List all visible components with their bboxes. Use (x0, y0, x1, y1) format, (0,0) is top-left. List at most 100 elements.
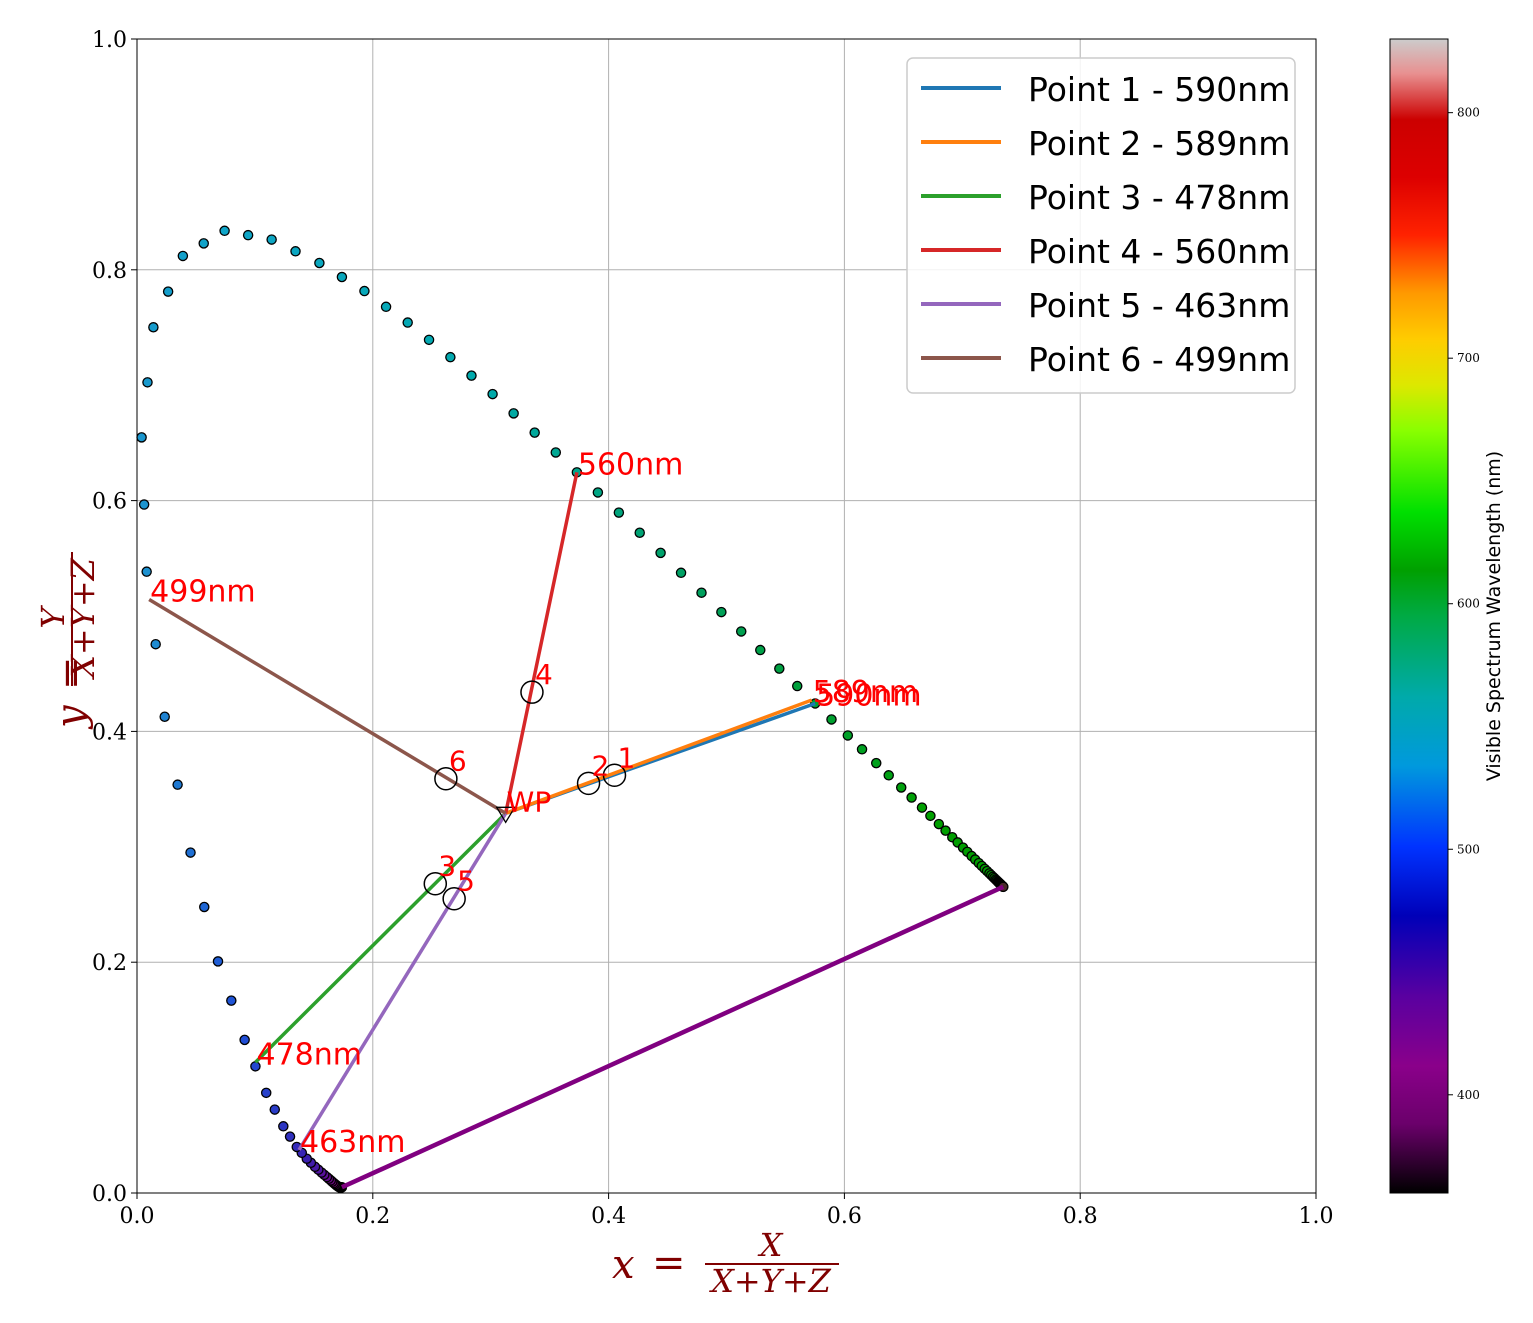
legend-label-4: Point 4 - 560nm (1028, 232, 1290, 271)
purple-line (340, 884, 1005, 1190)
locus-point (423, 334, 435, 346)
x-tick-label: 0.0 (120, 1204, 155, 1229)
y-label-den: X+Y+Z (64, 557, 102, 681)
locus-point (445, 351, 456, 363)
locus-point (212, 956, 224, 967)
locus-point (242, 229, 254, 241)
point-marker-2 (576, 771, 601, 796)
x-tick-label: 0.4 (591, 1204, 626, 1229)
locus-point (592, 487, 604, 498)
y-label-var: y (48, 704, 94, 730)
locus-point (142, 377, 153, 388)
point-marker-5 (442, 886, 466, 911)
point-label-4: 4 (535, 658, 553, 691)
endpoint-label-6: 499nm (150, 574, 256, 609)
colorbar-gradient (1389, 38, 1449, 1194)
locus-point (162, 286, 174, 297)
locus-point (933, 818, 945, 830)
locus-point (402, 317, 413, 328)
x-tick-label: 0.8 (1063, 1204, 1098, 1229)
y-tick-label: 0.8 (92, 259, 127, 284)
colorbar-label: Visible Spectrum Wavelength (nm) (1483, 451, 1505, 781)
legend-label-2: Point 2 - 589nm (1028, 124, 1290, 163)
x-label-eq: = (652, 1240, 686, 1286)
x-axis-label: x = X X+Y+Z (612, 1226, 839, 1300)
x-label-den: X+Y+Z (708, 1262, 832, 1300)
locus-point (613, 507, 625, 518)
locus-point (716, 606, 727, 618)
locus-point (634, 527, 645, 538)
locus-point (925, 810, 936, 822)
legend-box (906, 57, 1296, 394)
locus-point (466, 370, 477, 381)
y-label-num: Y (34, 605, 72, 629)
locus-point (774, 663, 785, 674)
y-tick-label: 0.2 (92, 951, 127, 976)
locus-point (290, 246, 301, 257)
colorbar-tick-label: 700 (1457, 351, 1480, 365)
locus-point (185, 847, 196, 858)
locus-point (148, 322, 159, 333)
locus-point (239, 1034, 250, 1046)
locus-point (278, 1121, 289, 1132)
legend: Point 1 - 590nm Point 2 - 589nm Point 3 - … (906, 57, 1296, 394)
locus-point (895, 782, 907, 793)
colorbar-tick-label: 400 (1457, 1088, 1480, 1102)
colorbar: 400 500 600 700 800 Visible Spectrum Wavelen… (1389, 38, 1505, 1194)
colorbar-tick-label: 600 (1457, 597, 1480, 611)
locus-point (199, 901, 210, 913)
legend-label-6: Point 6 - 499nm (1028, 340, 1290, 379)
locus-point (136, 432, 147, 443)
point-label-2: 2 (592, 749, 610, 782)
point-marker-4 (520, 680, 544, 704)
locus-point (883, 770, 894, 781)
locus-point (172, 779, 183, 790)
endpoint-label-3: 478nm (256, 1037, 362, 1072)
locus-point (675, 567, 687, 579)
locus-point (359, 285, 370, 297)
locus-point (550, 447, 562, 458)
locus-point (336, 271, 348, 283)
locus-point (198, 238, 209, 249)
locus-point (380, 301, 392, 313)
legend-label-3: Point 3 - 478nm (1028, 178, 1290, 217)
colorbar-tick-label: 800 (1457, 106, 1480, 120)
series-line-2 (505, 698, 813, 815)
y-tick-label: 1.0 (92, 28, 127, 53)
endpoint-label-5: 463nm (300, 1125, 406, 1160)
locus-point (138, 499, 150, 510)
point-markers: 1 590nm 2 589nm 3 478nm 4 560nm 5 463nm 6 499nm WP (150, 447, 922, 1160)
plot-frame (136, 38, 1317, 1194)
locus-point (284, 1131, 296, 1142)
locus-point (696, 587, 707, 598)
y-tick-label: 0.0 (92, 1182, 127, 1207)
series-lines (148, 471, 1005, 1190)
point-label-1: 1 (617, 741, 635, 774)
point-marker-3 (423, 871, 448, 896)
axis-ticks: 0.0 0.2 0.4 0.6 0.8 1.0 0.0 0.2 0.4 0.6 0.8 1.0 (92, 28, 1334, 1229)
series-line-6 (148, 597, 507, 815)
locus-point (735, 626, 747, 637)
locus-point (791, 680, 803, 692)
x-label-num: X (757, 1226, 784, 1264)
locus-point (755, 644, 766, 656)
locus-point (655, 547, 666, 559)
locus-point (260, 1087, 272, 1099)
point-marker-1 (602, 763, 627, 788)
y-tick-label: 0.6 (92, 490, 127, 515)
locus-point (856, 744, 868, 755)
locus-point (159, 711, 170, 722)
locus-point (826, 714, 837, 725)
locus-point (870, 757, 882, 769)
locus-point (226, 995, 237, 1006)
locus-point (529, 427, 540, 438)
endpoint-label-2: 589nm (813, 675, 919, 710)
legend-label-5: Point 5 - 463nm (1028, 286, 1290, 325)
locus-point (269, 1104, 281, 1115)
locus-point (177, 250, 189, 262)
point-label-5: 5 (457, 865, 475, 898)
white-point-marker (495, 806, 516, 824)
series-line-3 (254, 812, 507, 1064)
locus-point (906, 792, 917, 803)
